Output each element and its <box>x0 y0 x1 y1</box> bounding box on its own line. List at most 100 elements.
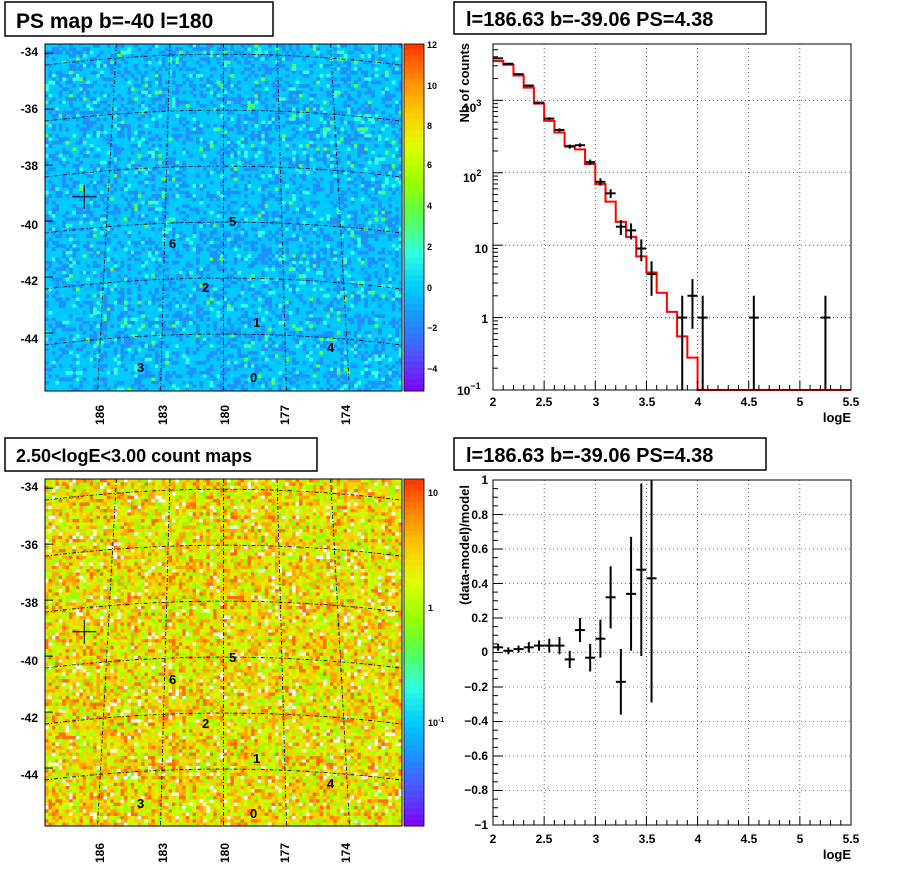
map-pixel <box>134 100 139 105</box>
map-pixel <box>216 254 221 258</box>
map-pixel <box>226 340 231 345</box>
map-pixel <box>134 44 139 48</box>
map-pixel <box>268 210 272 215</box>
map-pixel <box>250 130 255 135</box>
map-pixel <box>206 324 211 329</box>
map-pixel <box>137 284 142 288</box>
map-pixel <box>69 354 73 359</box>
map-pixel <box>154 297 159 302</box>
map-pixel <box>178 120 183 125</box>
map-pixel <box>336 287 341 292</box>
map-pixel <box>391 247 396 252</box>
map-pixel <box>347 220 351 225</box>
map-pixel <box>353 50 358 55</box>
map-pixel <box>292 100 296 105</box>
map-pixel <box>55 184 60 188</box>
map-pixel <box>299 184 303 188</box>
map-pixel <box>261 324 266 329</box>
map-pixel <box>196 127 200 132</box>
map-pixel <box>113 224 118 228</box>
map-pixel <box>130 54 135 58</box>
map-pixel <box>350 294 355 298</box>
map-pixel <box>299 207 303 212</box>
map-pixel <box>295 327 300 332</box>
map-pixel <box>226 124 231 128</box>
map-pixel <box>261 124 266 128</box>
map-pixel <box>72 307 77 312</box>
map-pixel <box>151 200 156 205</box>
map-pixel <box>93 300 97 305</box>
map-pixel <box>147 350 152 355</box>
map-pixel <box>371 74 375 78</box>
map-pixel <box>333 67 338 72</box>
map-pixel <box>103 254 108 258</box>
map-pixel <box>58 94 63 98</box>
map-pixel <box>268 237 272 242</box>
map-pixel <box>357 147 362 152</box>
map-pixel <box>271 354 276 359</box>
map-pixel <box>196 330 200 335</box>
map-pixel <box>388 104 393 108</box>
map-pixel <box>395 264 399 268</box>
map-pixel <box>86 207 91 212</box>
map-pixel <box>381 307 386 312</box>
map-pixel <box>45 144 49 148</box>
map-pixel <box>336 310 341 315</box>
map-pixel <box>374 114 379 118</box>
map-pixel <box>161 167 166 172</box>
map-pixel <box>384 264 389 268</box>
map-pixel <box>353 347 358 352</box>
map-pixel <box>206 214 211 218</box>
map-pixel <box>89 200 94 205</box>
map-pixel <box>305 70 310 75</box>
map-pixel <box>281 137 286 142</box>
map-pixel <box>110 324 115 329</box>
map-pixel <box>65 170 70 175</box>
map-pixel <box>127 137 132 142</box>
map-pixel <box>384 267 389 272</box>
map-pixel <box>295 267 300 272</box>
map-pixel <box>151 177 156 182</box>
map-pixel <box>326 74 331 78</box>
map-pixel <box>189 57 193 62</box>
map-pixel <box>130 320 135 325</box>
map-pixel <box>247 244 252 248</box>
map-pixel <box>237 330 242 335</box>
map-pixel <box>113 244 118 248</box>
map-pixel <box>323 130 327 135</box>
map-pixel <box>196 184 200 188</box>
map-pixel <box>69 184 73 188</box>
map-pixel <box>292 107 296 112</box>
map-pixel <box>360 164 365 168</box>
map-pixel <box>123 290 128 295</box>
map-pixel <box>172 320 176 325</box>
map-pixel <box>388 350 393 355</box>
map-pixel <box>323 254 327 258</box>
map-pixel <box>72 344 77 349</box>
map-pixel <box>141 74 145 78</box>
map-pixel <box>312 287 317 292</box>
map-pixel <box>353 140 358 145</box>
map-pixel <box>99 297 104 302</box>
map-pixel <box>347 67 351 72</box>
map-pixel <box>120 357 125 362</box>
map-pixel <box>45 210 49 215</box>
map-pixel <box>395 217 399 222</box>
map-pixel <box>103 94 108 98</box>
map-pixel <box>264 97 269 102</box>
map-pixel <box>45 94 49 98</box>
map-pixel <box>295 164 300 168</box>
map-pixel <box>79 284 84 288</box>
map-pixel <box>89 147 94 152</box>
map-pixel <box>281 44 286 48</box>
map-pixel <box>226 197 231 202</box>
map-pixel <box>134 170 139 175</box>
map-pixel <box>82 217 87 222</box>
map-pixel <box>220 160 224 165</box>
map-pixel <box>230 70 235 75</box>
map-pixel <box>165 47 169 52</box>
map-pixel <box>278 270 283 275</box>
map-pixel <box>127 127 132 132</box>
map-pixel <box>395 154 399 158</box>
map-pixel <box>209 357 214 362</box>
